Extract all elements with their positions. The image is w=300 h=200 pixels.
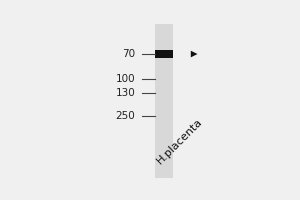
Text: 250: 250 [116, 111, 135, 121]
Bar [155, 24, 173, 178]
Text: H.placenta: H.placenta [155, 116, 204, 166]
Bar [155, 50, 173, 58]
Text: 100: 100 [116, 74, 135, 84]
Text: 70: 70 [122, 49, 135, 59]
Text: 130: 130 [116, 88, 135, 98]
